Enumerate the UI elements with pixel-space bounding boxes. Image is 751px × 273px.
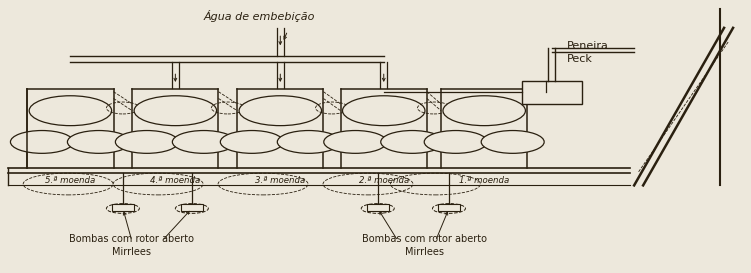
Circle shape: [134, 96, 216, 126]
Circle shape: [116, 130, 178, 153]
Circle shape: [68, 130, 131, 153]
Text: 1.ª moenda: 1.ª moenda: [459, 176, 509, 185]
Circle shape: [173, 130, 235, 153]
Bar: [180, 204, 203, 211]
Circle shape: [239, 96, 321, 126]
Text: 4.ª moenda: 4.ª moenda: [150, 176, 201, 185]
Text: 2.ª moenda: 2.ª moenda: [359, 176, 409, 185]
Circle shape: [11, 130, 74, 153]
Text: Bombas com rotor aberto
Mirrlees: Bombas com rotor aberto Mirrlees: [69, 234, 195, 257]
Circle shape: [381, 130, 444, 153]
Text: Bombas com rotor aberto
Mirrlees: Bombas com rotor aberto Mirrlees: [362, 234, 487, 257]
Text: Peneira
Peck: Peneira Peck: [567, 41, 608, 64]
Circle shape: [424, 130, 487, 153]
Text: Água de embebição: Água de embebição: [204, 10, 315, 22]
Bar: [366, 204, 389, 211]
Circle shape: [481, 130, 544, 153]
Circle shape: [220, 130, 283, 153]
Bar: [112, 204, 134, 211]
Text: 3.ª moenda: 3.ª moenda: [255, 176, 306, 185]
Circle shape: [277, 130, 340, 153]
Bar: [522, 81, 581, 104]
Circle shape: [324, 130, 387, 153]
Circle shape: [29, 96, 112, 126]
Bar: [438, 204, 460, 211]
Text: 5.ª moenda: 5.ª moenda: [45, 176, 95, 185]
Circle shape: [443, 96, 526, 126]
Circle shape: [342, 96, 425, 126]
